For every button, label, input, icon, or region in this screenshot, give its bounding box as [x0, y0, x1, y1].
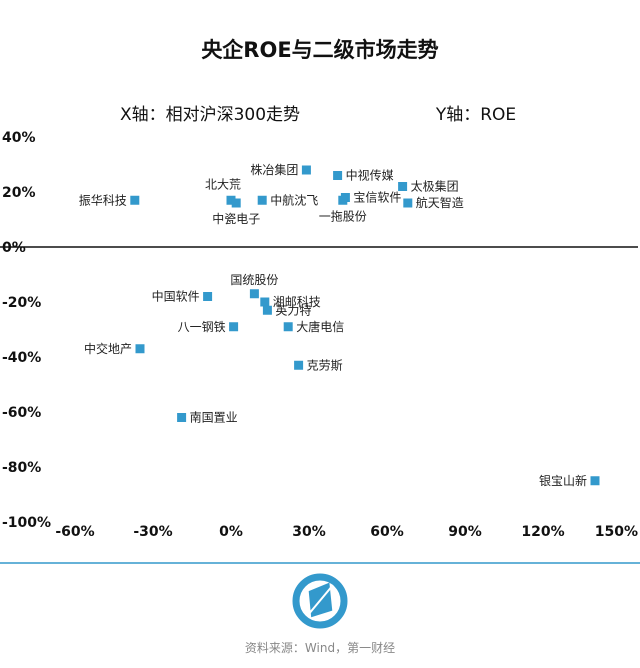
point-label: 八一钢铁 [178, 320, 226, 334]
x-tick-label: 0% [219, 524, 243, 540]
point-label: 银宝山新 [539, 473, 587, 488]
scatter-point [294, 360, 304, 370]
scatter-point [398, 182, 408, 191]
point-label: 中视传媒 [346, 168, 394, 183]
scatter-point [229, 322, 239, 332]
x-tick-labels: -60% -30% 0% 30% 60% 90% 120% 150% [55, 524, 638, 540]
point-label: 株冶集团 [250, 162, 298, 177]
scatter-point [257, 195, 267, 205]
x-tick-label: 150% [595, 524, 638, 540]
point-label: 克劳斯 [307, 358, 343, 372]
point-label: 中国软件 [152, 289, 200, 304]
x-tick-label: -30% [133, 524, 172, 540]
y-tick-label: 0% [2, 240, 26, 256]
x-tick-label: -60% [55, 524, 94, 540]
scatter-point [260, 297, 270, 307]
scatter-point [333, 171, 343, 180]
scatter-point [130, 195, 140, 205]
chart-title: 央企ROE与二级市场走势 [201, 38, 438, 62]
scatter-point [249, 289, 259, 299]
scatter-point [226, 195, 236, 205]
point-label: 中交地产 [84, 341, 132, 356]
x-axis-note: X轴：相对沪深300走势 [120, 105, 300, 125]
x-tick-label: 60% [370, 524, 404, 540]
y-tick-labels: 40% 20% 0% -20% -40% -60% -80% -100% [2, 130, 51, 531]
scatter-point [135, 344, 145, 354]
scatter-point [283, 322, 293, 332]
point-label: 英力特 [275, 302, 311, 317]
scatter-point [177, 413, 187, 422]
point-label: 国统股份 [230, 273, 278, 287]
brand-logo [292, 573, 348, 629]
scatter-point [338, 195, 348, 205]
scatter-point [262, 305, 272, 315]
point-label: 太极集团 [411, 179, 459, 194]
point-label: 北大荒 [205, 177, 241, 191]
x-tick-label: 120% [521, 524, 564, 540]
y-tick-label: 40% [2, 130, 36, 146]
point-label: 中航沈飞 [270, 192, 318, 207]
y-axis-note: Y轴：ROE [435, 105, 516, 125]
point-label: 大唐电信 [296, 319, 344, 334]
point-label: 中瓷电子 [212, 211, 260, 226]
y-tick-label: -80% [2, 460, 41, 476]
scatter-point [590, 476, 600, 486]
y-tick-label: -100% [2, 515, 51, 531]
y-tick-label: 20% [2, 185, 36, 201]
y-tick-label: -20% [2, 295, 41, 311]
scatter-point [231, 198, 241, 208]
source-text: 资料来源：Wind，第一财经 [245, 641, 395, 655]
y-tick-label: -60% [2, 405, 41, 421]
point-label: 南国置业 [190, 410, 238, 425]
x-tick-label: 30% [292, 524, 326, 540]
point-label: 湘邮科技 [273, 294, 321, 309]
y-tick-label: -40% [2, 350, 41, 366]
point-label: 振华科技 [79, 193, 127, 207]
point-label: 一拖股份 [319, 209, 367, 223]
x-tick-label: 90% [448, 524, 482, 540]
point-label: 宝信软件 [353, 191, 401, 205]
point-label: 航天智造 [416, 195, 464, 210]
scatter-point [403, 198, 413, 208]
scatter-point [301, 165, 311, 175]
scatter-point [203, 292, 213, 301]
